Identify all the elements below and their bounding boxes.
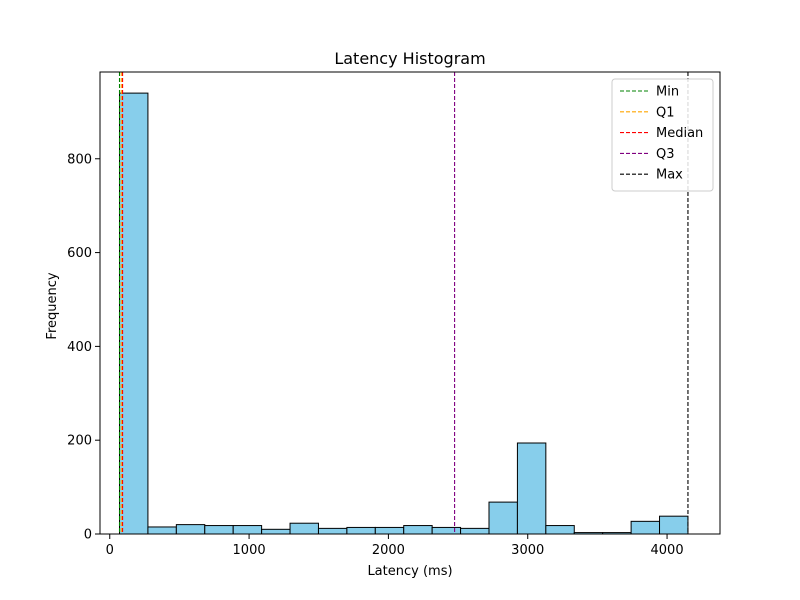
y-tick-label: 400	[67, 340, 92, 355]
histogram-bar-1	[147, 526, 177, 535]
x-axis-title: Latency (ms)	[367, 564, 452, 579]
y-tick-label: 600	[67, 246, 92, 261]
axes-frame	[99, 71, 721, 535]
histogram-bar-8	[346, 526, 376, 535]
histogram-bar-5	[261, 528, 291, 535]
histogram-bar-9	[374, 526, 405, 535]
histogram-bar-2	[175, 524, 206, 535]
histogram-bar-14	[516, 442, 547, 535]
histogram-bar-15	[545, 525, 575, 535]
histogram-bar-7	[317, 527, 348, 535]
legend: Min Q1 Median Q3 Max	[611, 78, 714, 192]
legend-label-min: Min	[656, 85, 679, 100]
y-tick-label: 800	[67, 152, 92, 167]
x-tick-label: 3000	[511, 543, 544, 558]
histogram-bar-3	[204, 525, 234, 535]
legend-label-median: Median	[656, 126, 703, 141]
legend-label-q3: Q3	[656, 147, 675, 162]
histogram-bar-4	[232, 525, 263, 535]
plot-area: 0 1000 2000 3000 4000 0 200 400 600 800	[67, 71, 721, 558]
legend-label-max: Max	[656, 168, 683, 183]
histogram-bar-12	[460, 527, 490, 535]
histogram-bar-0	[119, 92, 149, 535]
histogram-bar-6	[289, 522, 319, 535]
x-tick-label: 4000	[651, 543, 684, 558]
histogram-bar-10	[403, 525, 433, 535]
y-tick-label: 200	[67, 434, 92, 449]
histogram-bar-13	[488, 501, 518, 535]
x-tick-label: 0	[106, 543, 114, 558]
legend-label-q1: Q1	[656, 105, 675, 120]
histogram-bar-18	[630, 520, 661, 535]
histogram-bar-11	[431, 526, 462, 535]
histogram-bar-19	[659, 515, 689, 535]
chart-title: Latency Histogram	[334, 49, 485, 68]
x-tick-label: 2000	[372, 543, 405, 558]
legend-box	[611, 78, 714, 192]
y-tick-label: 0	[84, 528, 92, 543]
x-tick-label: 1000	[233, 543, 266, 558]
y-axis-title: Frequency	[45, 272, 60, 339]
